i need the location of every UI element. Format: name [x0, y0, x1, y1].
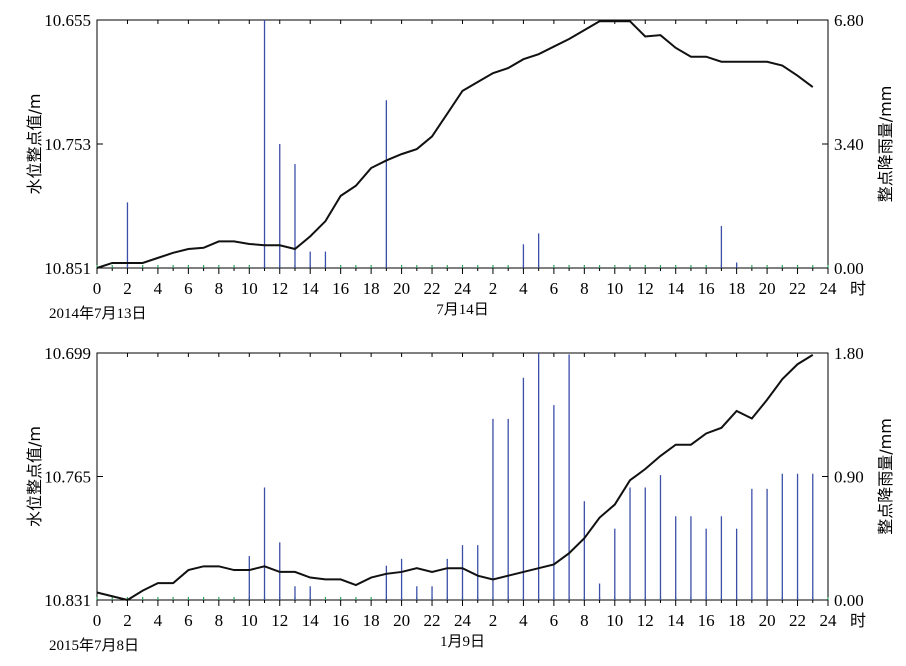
y-left-tick-label: 10.831	[44, 591, 91, 610]
x-tick-label: 6	[184, 279, 193, 298]
y-left-tick-label: 10.699	[44, 344, 91, 363]
y-right-axis-title: 整点降雨量/mm	[876, 418, 895, 535]
x-tick-label: 22	[424, 611, 441, 630]
y-left-tick-label: 10.765	[44, 468, 91, 487]
x-tick-label: 24	[820, 611, 838, 630]
y-left-tick-label: 10.655	[44, 11, 91, 30]
x-tick-label: 24	[820, 279, 838, 298]
x-tick-label: 12	[637, 279, 654, 298]
x-tick-label: 4	[154, 611, 163, 630]
y-right-axis-title: 整点降雨量/mm	[876, 86, 895, 203]
y-right-tick-label: 1.80	[834, 344, 864, 363]
x-tick-label: 20	[759, 611, 776, 630]
x-tick-label: 8	[580, 279, 589, 298]
x-tick-label: 16	[698, 611, 715, 630]
x-tick-label: 16	[332, 611, 349, 630]
x-tick-label: 8	[215, 279, 224, 298]
water-level-line	[96, 354, 814, 602]
x-tick-label: 20	[393, 279, 410, 298]
x-tick-label: 2	[489, 279, 498, 298]
x-tick-label: 8	[215, 611, 224, 630]
x-tick-label: 10	[241, 611, 258, 630]
x-tick-label: 4	[519, 279, 528, 298]
y-right-tick-label: 0.00	[834, 259, 864, 278]
x-tick-label: 14	[667, 611, 685, 630]
x-tick-label: 6	[184, 611, 193, 630]
date-mid-label: 7月14日	[436, 302, 489, 318]
x-tick-label: 4	[154, 279, 163, 298]
x-tick-label: 20	[393, 611, 410, 630]
x-tick-label: 10	[241, 279, 258, 298]
x-tick-label: 18	[363, 611, 380, 630]
x-tick-label: 22	[789, 611, 806, 630]
chart-panel-2014: 0 2 4 6 8 10 12 14 16 18 20 22 24 2 4 6 8 10 12 14 16 18 20 22 2…	[25, 11, 895, 322]
date-start-label: 2015年7月8日	[49, 637, 139, 654]
x-tick-label: 22	[424, 279, 441, 298]
y-left-tick-label: 10.753	[44, 135, 91, 154]
x-tick-label: 14	[302, 279, 320, 298]
x-tick-label: 12	[637, 611, 654, 630]
x-tick-label: 6	[550, 611, 559, 630]
y-right-tick-label: 0.00	[834, 591, 864, 610]
x-tick-label: 14	[667, 279, 685, 298]
x-tick-label: 0	[93, 611, 102, 630]
x-tick-label: 8	[580, 611, 589, 630]
y-left-axis-title: 水位整点值/m	[25, 426, 44, 527]
x-tick-label: 16	[698, 279, 715, 298]
x-tick-label: 18	[728, 611, 745, 630]
x-tick-label: 4	[519, 611, 528, 630]
x-tick-label: 10	[606, 279, 623, 298]
x-tick-label: 2	[123, 279, 132, 298]
x-tick-label: 18	[363, 279, 380, 298]
hour-unit-label: 时	[850, 611, 866, 630]
x-tick-label: 18	[728, 279, 745, 298]
x-tick-label: 16	[332, 279, 349, 298]
plot-frame	[96, 19, 829, 269]
water-level-line	[96, 20, 814, 269]
x-tick-label: 12	[271, 611, 288, 630]
date-mid-label: 1月9日	[440, 634, 485, 650]
x-tick-label: 6	[550, 279, 559, 298]
y-right-tick-label: 0.90	[834, 468, 864, 487]
x-tick-label: 24	[454, 611, 472, 630]
x-tick-label: 14	[302, 611, 320, 630]
x-tick-label: 12	[271, 279, 288, 298]
x-tick-label: 24	[454, 279, 472, 298]
x-tick-label: 22	[789, 279, 806, 298]
y-right-tick-label: 3.40	[834, 135, 864, 154]
chart-panel-2015: 0 2 4 6 8 10 12 14 16 18 20 22 24 2 4 6 8 10 12 14 16 18 20 22 2…	[25, 344, 895, 654]
y-right-tick-label: 6.80	[834, 11, 864, 30]
x-tick-label: 10	[606, 611, 623, 630]
x-tick-label: 20	[759, 279, 776, 298]
x-tick-label: 0	[93, 279, 102, 298]
x-tick-label: 2	[123, 611, 132, 630]
hour-unit-label: 时	[850, 279, 866, 298]
y-left-axis-title: 水位整点值/m	[25, 94, 44, 195]
date-start-label: 2014年7月13日	[49, 305, 147, 322]
x-tick-label: 2	[489, 611, 498, 630]
y-left-tick-label: 10.851	[44, 259, 91, 278]
